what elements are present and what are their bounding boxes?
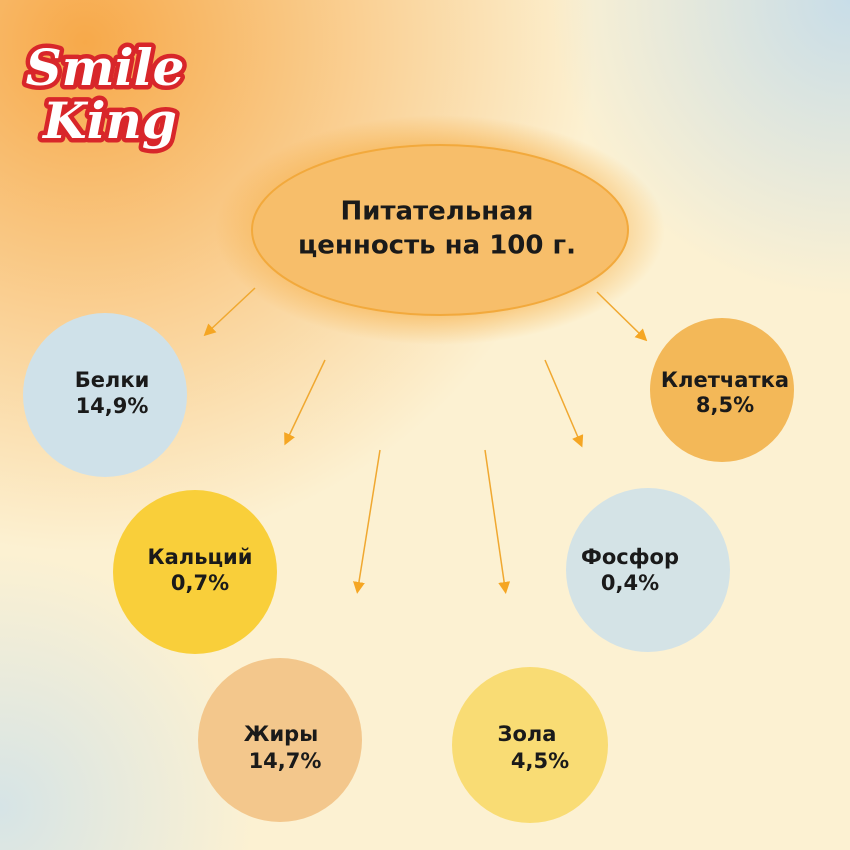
arrow <box>484 449 511 594</box>
node-value: 14,7% <box>249 749 322 773</box>
title-line: ценность на 100 г. <box>298 231 576 261</box>
node-value: 0,7% <box>171 571 229 595</box>
node-label: Фосфор <box>581 545 679 569</box>
node-label: Жиры <box>244 722 318 746</box>
logo-text: King <box>41 91 177 150</box>
node-value: 0,4% <box>601 571 659 595</box>
title-ellipse <box>251 144 629 316</box>
arrows <box>203 287 648 594</box>
node-value: 14,9% <box>76 394 149 418</box>
title-line: Питательная <box>341 197 534 227</box>
node-value: 4,5% <box>511 749 569 773</box>
arrow <box>284 359 326 446</box>
arrow <box>544 359 584 448</box>
node-label: Кальций <box>148 545 253 569</box>
node-circle <box>566 488 730 652</box>
arrow <box>596 291 648 342</box>
arrow <box>203 287 256 337</box>
node-circle <box>23 313 187 477</box>
arrow <box>353 449 381 594</box>
node-label: Белки <box>75 368 150 392</box>
node-circle <box>452 667 608 823</box>
node-circle <box>198 658 362 822</box>
node-label: Зола <box>498 722 557 746</box>
node-value: 8,5% <box>696 393 754 417</box>
node-circle <box>113 490 277 654</box>
node-label: Клетчатка <box>661 368 789 392</box>
node-circle <box>650 318 794 462</box>
logo-text: Smile <box>26 38 185 97</box>
